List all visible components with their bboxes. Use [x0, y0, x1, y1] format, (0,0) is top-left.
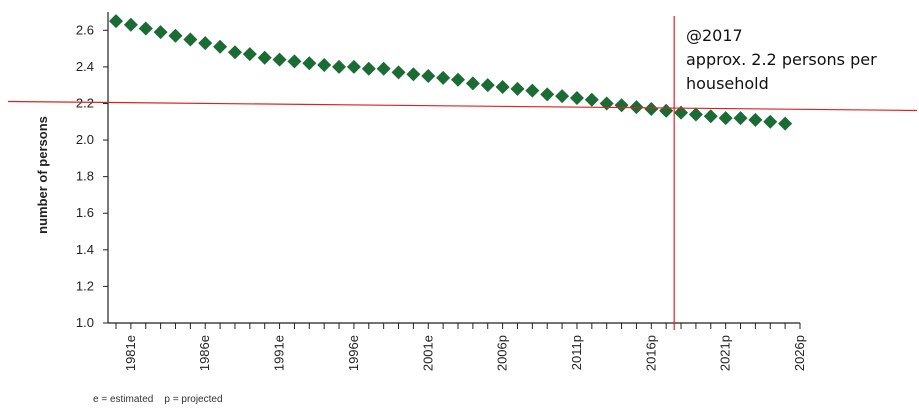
- data-point: [599, 96, 614, 111]
- data-point: [287, 54, 302, 69]
- data-point: [123, 17, 138, 32]
- y-tick-label: 2.2: [76, 95, 94, 110]
- x-tick-label: 1981e: [123, 335, 138, 371]
- data-point: [778, 116, 793, 131]
- data-point: [361, 61, 376, 76]
- y-tick-label: 1.6: [76, 205, 94, 220]
- data-point: [183, 32, 198, 47]
- data-point: [733, 111, 748, 126]
- data-point: [465, 76, 480, 91]
- data-point: [495, 80, 510, 95]
- data-point: [317, 58, 332, 73]
- y-tick-label: 1.0: [76, 315, 94, 330]
- data-point: [302, 56, 317, 71]
- data-point: [272, 52, 287, 67]
- data-point: [421, 69, 436, 84]
- data-point: [391, 65, 406, 80]
- data-point: [346, 59, 361, 74]
- y-tick-label: 1.4: [76, 242, 94, 257]
- data-point: [436, 70, 451, 85]
- data-point: [584, 92, 599, 107]
- x-tick-label: 2001e: [420, 335, 435, 371]
- annotation-line: household: [686, 74, 769, 93]
- y-tick-label: 1.2: [76, 278, 94, 293]
- data-point: [138, 21, 153, 36]
- data-points: [109, 14, 793, 131]
- data-point: [332, 59, 347, 74]
- horizontal-reference-line: [7, 100, 918, 112]
- y-tick-label: 2.6: [76, 22, 94, 37]
- data-point: [257, 50, 272, 65]
- annotation-line: @2017: [686, 26, 743, 45]
- y-tick-label: 1.8: [76, 169, 94, 184]
- x-tick-label: 2026p: [792, 335, 807, 371]
- data-point: [242, 47, 257, 62]
- x-tick-label: 1996e: [346, 335, 361, 371]
- x-tick-label: 1991e: [272, 335, 287, 371]
- reference-lines: [7, 16, 918, 330]
- data-point: [525, 83, 540, 98]
- data-point: [688, 107, 703, 122]
- x-axis-ticks: 1981e 1986e 1991e 1996e 2001e 2006p 2011p 2016p…: [115, 323, 807, 371]
- chart-axes: [107, 12, 800, 324]
- y-axis-ticks: 1.0 1.2 1.4 1.6 1.8 2.0 2.2 2.4 2.6: [76, 22, 108, 330]
- data-point: [763, 114, 778, 129]
- data-point: [644, 101, 659, 116]
- data-point: [168, 28, 183, 43]
- data-point: [555, 89, 570, 104]
- footnote: e = estimated p = projected: [93, 394, 223, 405]
- data-point: [540, 87, 555, 102]
- annotation-line: approx. 2.2 persons per: [686, 50, 877, 69]
- x-tick-label: 2021p: [718, 335, 733, 371]
- data-point: [718, 111, 733, 126]
- data-point: [109, 14, 123, 29]
- data-point: [480, 78, 495, 93]
- data-point: [614, 98, 629, 113]
- data-point: [198, 36, 213, 51]
- data-point: [227, 45, 242, 60]
- annotation-box: @2017 approx. 2.2 persons per household: [686, 24, 916, 96]
- x-tick-label: 2016p: [643, 335, 658, 371]
- data-point: [674, 105, 689, 120]
- y-axis-label: number of persons: [35, 116, 50, 234]
- x-tick-label: 1986e: [197, 335, 212, 371]
- data-point: [569, 90, 584, 105]
- x-tick-label: 2011p: [569, 335, 584, 370]
- data-point: [748, 112, 763, 127]
- y-tick-label: 2.0: [76, 132, 94, 147]
- data-point: [703, 109, 718, 124]
- data-point: [406, 67, 421, 82]
- data-point: [510, 81, 525, 96]
- data-point: [376, 61, 391, 76]
- x-tick-label: 2006p: [495, 335, 510, 371]
- data-point: [153, 25, 168, 40]
- data-point: [659, 103, 674, 118]
- y-tick-label: 2.4: [76, 59, 94, 74]
- data-point: [451, 72, 465, 87]
- data-point: [213, 39, 228, 54]
